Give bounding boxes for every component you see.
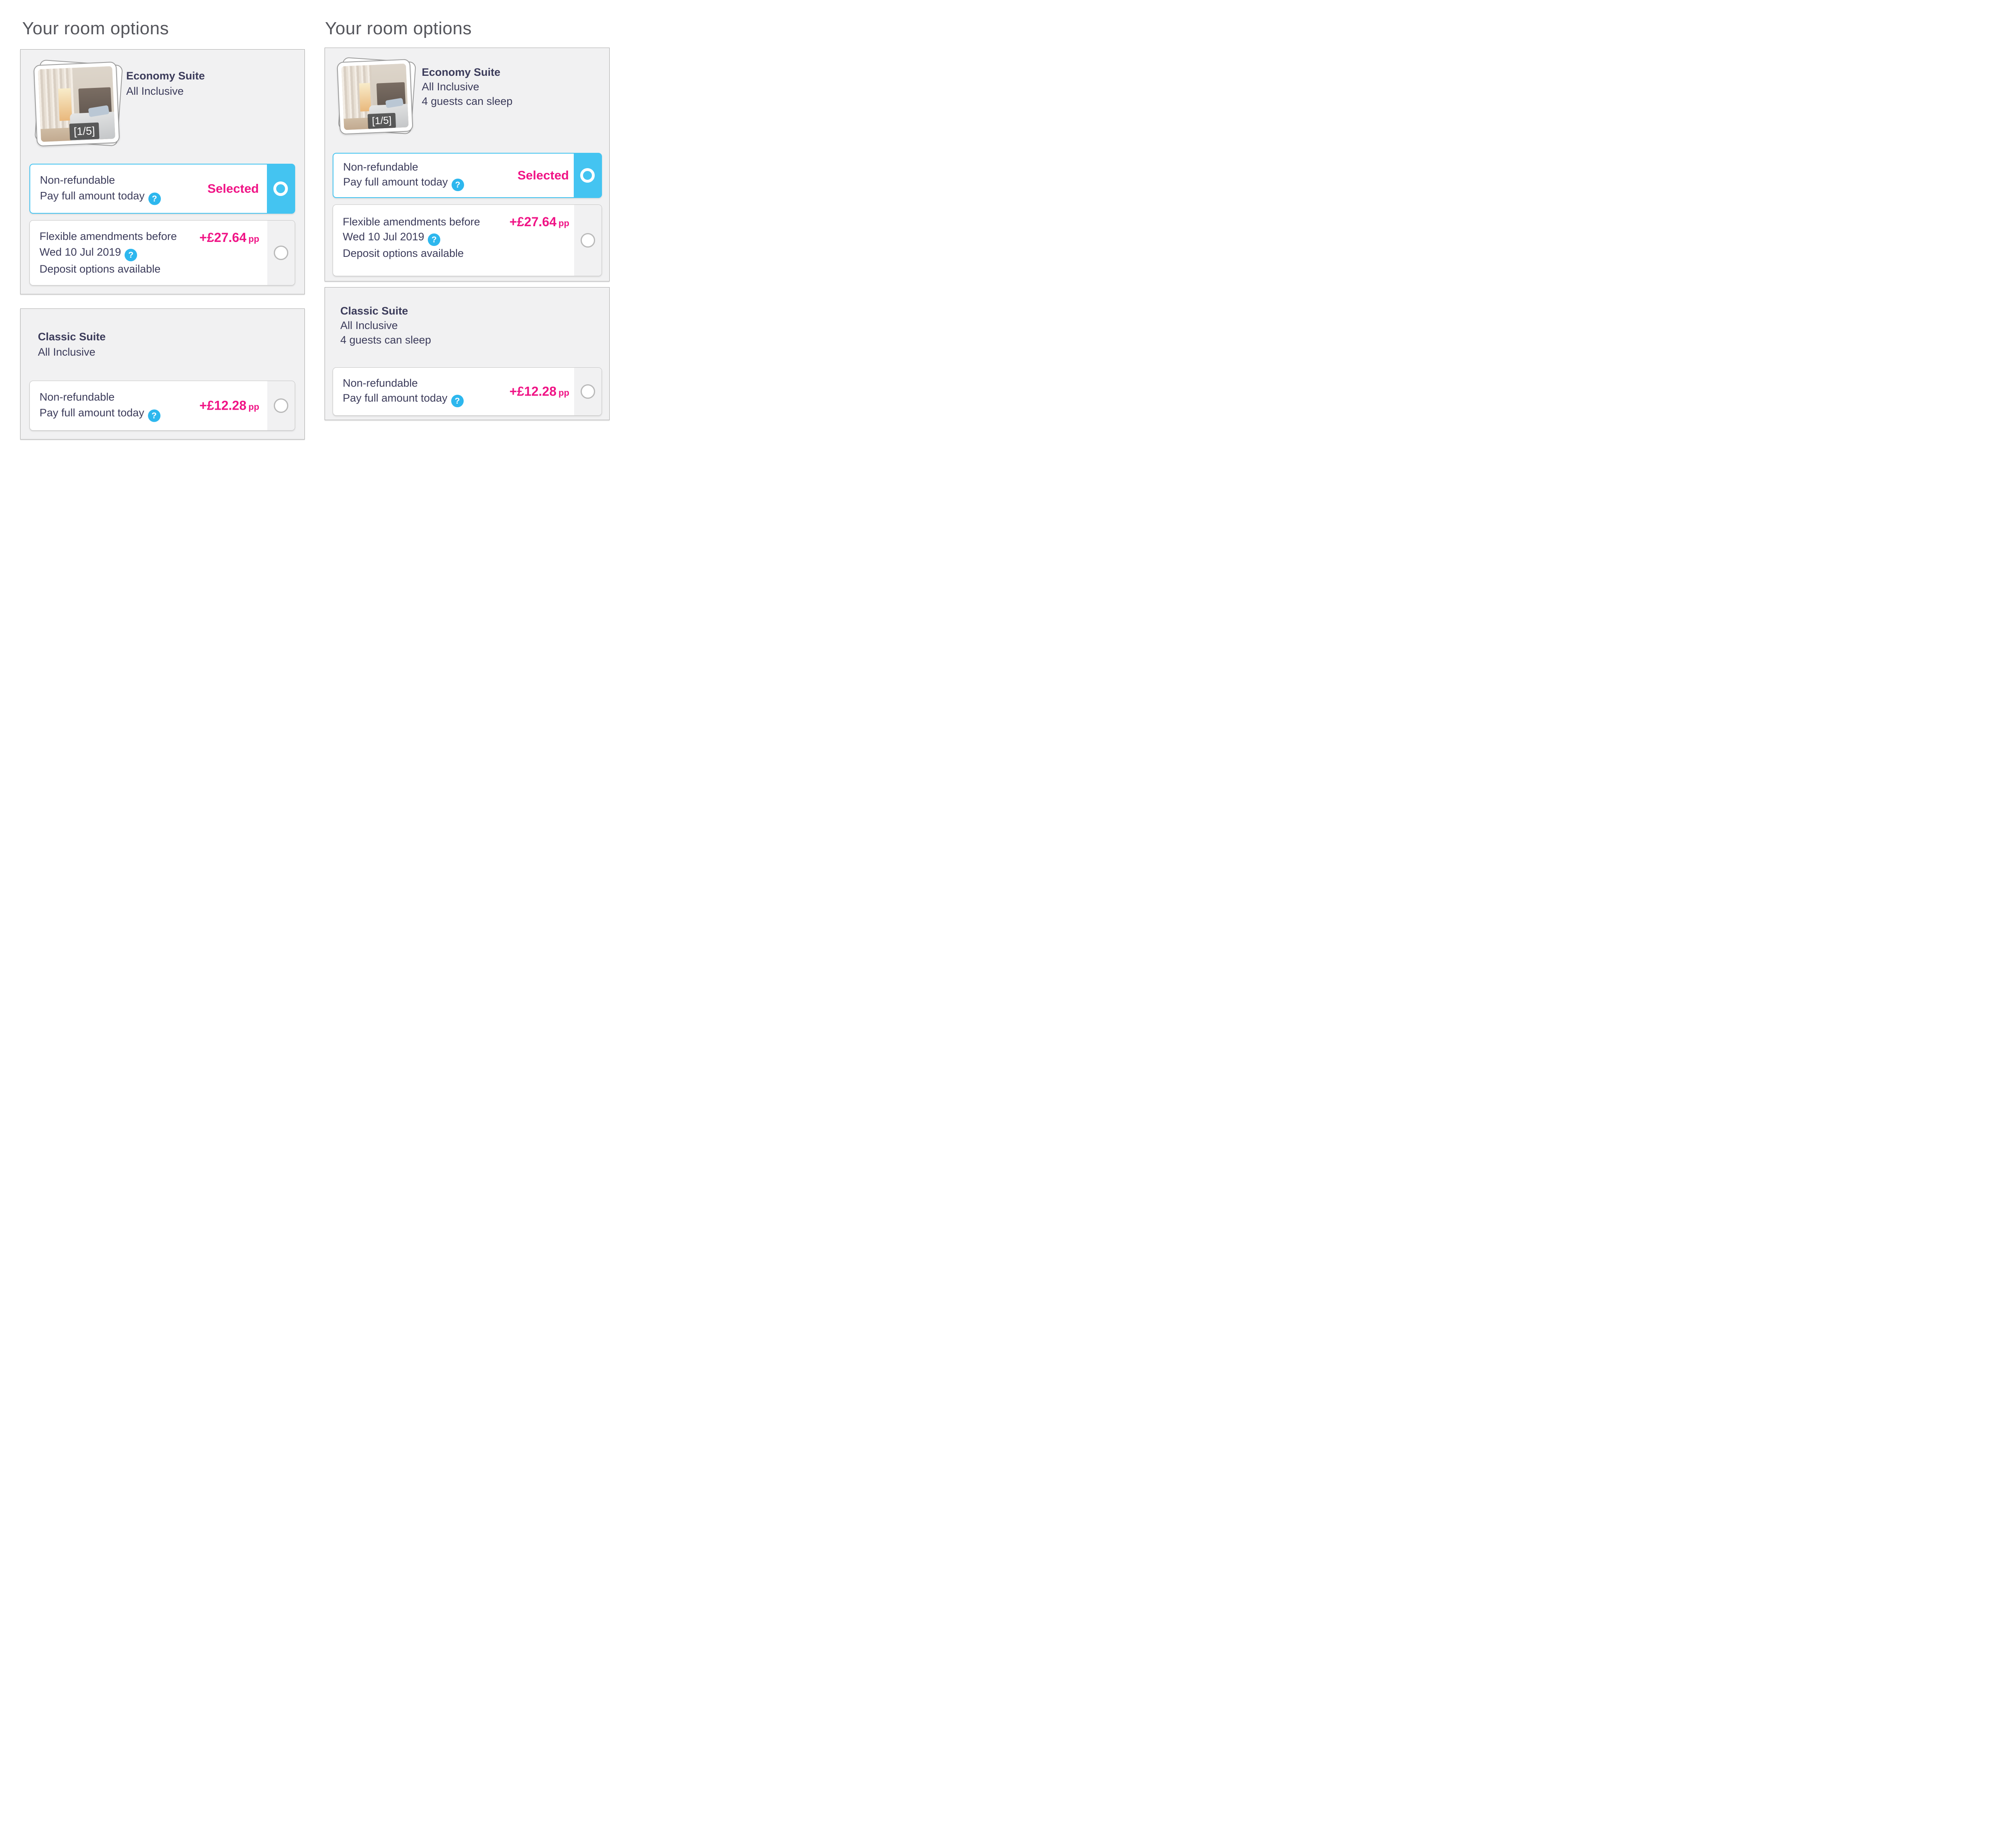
option-row-non-refundable[interactable]: Non-refundable Pay full amount today? +£… — [333, 367, 602, 416]
radio-strip — [574, 205, 602, 276]
option-line3: Deposit options available — [343, 247, 464, 259]
room-card-classic: Classic Suite All Inclusive 4 guests can… — [325, 287, 610, 420]
room-board-basis: All Inclusive — [126, 85, 184, 97]
option-title: Non-refundable — [40, 391, 115, 403]
option-text: Flexible amendments before Wed 10 Jul 20… — [343, 215, 480, 261]
radio-strip — [267, 381, 295, 430]
room-board-basis: All Inclusive — [38, 346, 96, 358]
room-name: Classic Suite — [38, 331, 106, 343]
option-title: Flexible amendments before — [40, 230, 177, 242]
radio-button[interactable] — [581, 384, 595, 399]
option-price: +£12.28 pp — [510, 384, 569, 399]
option-row-non-refundable-selected[interactable]: Non-refundable Pay full amount today? Se… — [29, 164, 295, 214]
page-title: Your room options — [22, 19, 169, 38]
option-subtitle: Pay full amount today — [343, 176, 448, 188]
option-subtitle: Pay full amount today — [40, 190, 145, 202]
option-text: Non-refundable Pay full amount today? — [40, 390, 160, 422]
option-text: Non-refundable Pay full amount today? — [40, 173, 161, 205]
room-header: Economy Suite All Inclusive — [126, 68, 205, 99]
room-header: Classic Suite All Inclusive 4 guests can… — [340, 304, 431, 347]
option-row-non-refundable-selected[interactable]: Non-refundable Pay full amount today? Se… — [333, 153, 602, 198]
room-header: Classic Suite All Inclusive — [38, 329, 106, 360]
help-icon[interactable]: ? — [451, 179, 464, 191]
price-value: +£12.28 — [509, 384, 557, 399]
room-board-basis: All Inclusive — [340, 319, 398, 331]
photo-frame: [1/5] — [337, 59, 413, 135]
option-text: Flexible amendments before Wed 10 Jul 20… — [40, 229, 177, 277]
radio-button-selected[interactable] — [580, 168, 595, 183]
selected-status-label: Selected — [517, 168, 569, 182]
price-unit: pp — [558, 387, 569, 398]
help-icon[interactable]: ? — [148, 192, 161, 205]
option-subtitle-line: Wed 10 Jul 2019? — [343, 229, 480, 246]
option-title: Non-refundable — [343, 377, 418, 389]
help-icon[interactable]: ? — [125, 249, 137, 261]
room-card-economy: [1/5] Economy Suite All Inclusive Non-re… — [20, 49, 305, 294]
room-name: Classic Suite — [340, 305, 408, 317]
option-subtitle-line: Pay full amount today? — [343, 391, 464, 407]
radio-strip — [267, 221, 295, 285]
radio-button-selected[interactable] — [273, 181, 288, 196]
option-subtitle-line: Pay full amount today? — [343, 175, 464, 191]
option-subtitle-line: Wed 10 Jul 2019? — [40, 244, 177, 261]
radio-strip — [574, 368, 602, 415]
radio-strip — [267, 165, 294, 213]
room-name: Economy Suite — [422, 66, 501, 78]
price-unit: pp — [248, 402, 259, 412]
option-price: +£27.64 pp — [200, 230, 259, 245]
room-board-basis: All Inclusive — [422, 81, 479, 93]
price-value: +£27.64 — [199, 230, 247, 245]
option-subtitle-line: Pay full amount today? — [40, 405, 160, 422]
radio-button[interactable] — [581, 233, 595, 248]
help-icon[interactable]: ? — [148, 409, 160, 422]
page-title: Your room options — [325, 19, 472, 38]
option-price: +£12.28 pp — [200, 398, 259, 413]
option-title: Flexible amendments before — [343, 216, 480, 228]
photo-counter-badge: [1/5] — [367, 112, 396, 129]
radio-strip — [574, 154, 601, 197]
radio-button[interactable] — [274, 398, 288, 413]
option-subtitle-line: Pay full amount today? — [40, 188, 161, 205]
selected-status-label: Selected — [207, 181, 259, 196]
option-row-flexible-amendments[interactable]: Flexible amendments before Wed 10 Jul 20… — [29, 220, 295, 285]
room-header: Economy Suite All Inclusive 4 guests can… — [422, 65, 512, 108]
option-subtitle: Wed 10 Jul 2019 — [343, 231, 425, 243]
option-line3: Deposit options available — [40, 263, 161, 275]
room-occupancy: 4 guests can sleep — [422, 95, 513, 107]
radio-button[interactable] — [274, 246, 288, 260]
room-card-economy: [1/5] Economy Suite All Inclusive 4 gues… — [325, 48, 610, 281]
help-icon[interactable]: ? — [451, 395, 464, 407]
option-row-non-refundable[interactable]: Non-refundable Pay full amount today? +£… — [29, 381, 295, 431]
room-card-classic: Classic Suite All Inclusive Non-refundab… — [20, 308, 305, 440]
option-title: Non-refundable — [343, 161, 419, 173]
help-icon[interactable]: ? — [428, 233, 441, 246]
option-subtitle: Wed 10 Jul 2019 — [40, 246, 121, 258]
option-text: Non-refundable Pay full amount today? — [343, 160, 464, 191]
option-text: Non-refundable Pay full amount today? — [343, 376, 464, 407]
room-options-panel-left: Your room options [1/5] Economy Suite Al… — [0, 0, 636, 457]
room-options-panel-right: Your room options [1/5] Economy Suite Al… — [0, 0, 636, 457]
price-value: +£27.64 — [509, 215, 557, 229]
room-occupancy: 4 guests can sleep — [340, 334, 431, 346]
price-unit: pp — [248, 234, 259, 244]
option-title: Non-refundable — [40, 174, 115, 186]
price-value: +£12.28 — [199, 398, 247, 413]
option-row-flexible-amendments[interactable]: Flexible amendments before Wed 10 Jul 20… — [333, 204, 602, 276]
price-unit: pp — [558, 218, 569, 228]
room-photo-gallery[interactable]: [1/5] — [337, 57, 417, 135]
option-price: +£27.64 pp — [510, 215, 569, 229]
option-subtitle: Pay full amount today — [343, 392, 448, 404]
option-subtitle: Pay full amount today — [40, 406, 144, 419]
room-name: Economy Suite — [126, 70, 205, 82]
